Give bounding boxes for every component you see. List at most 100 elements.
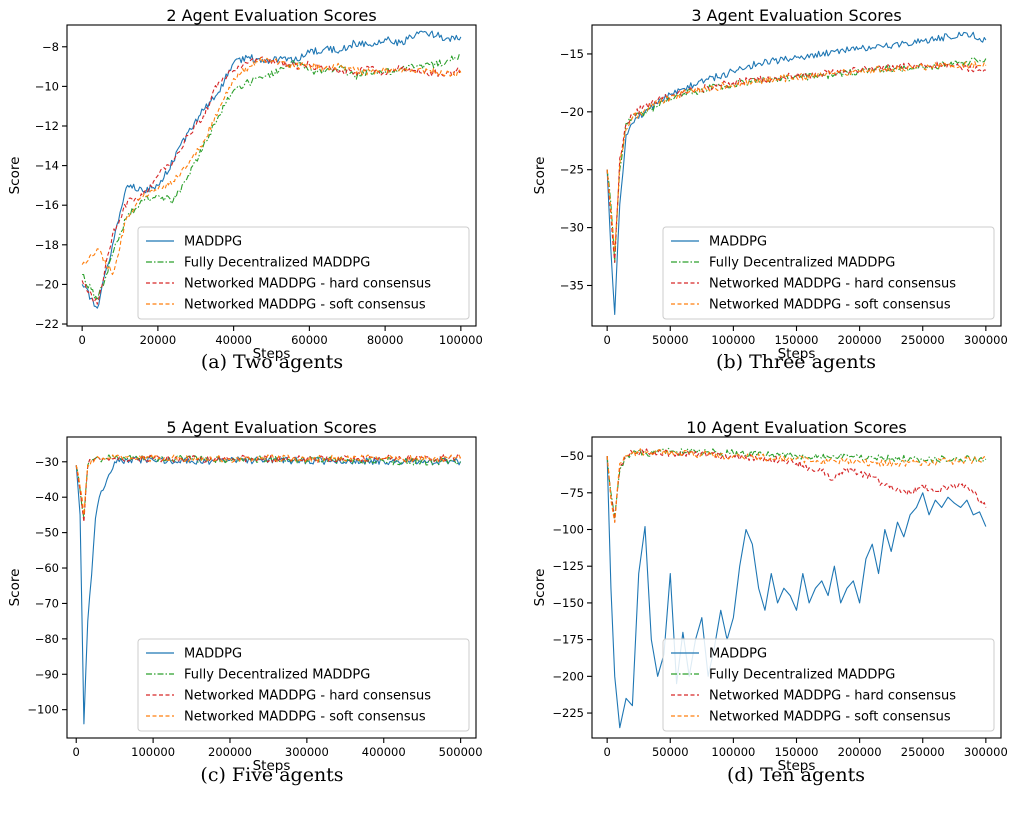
y-tick-label: −30 <box>35 455 59 469</box>
x-tick-label: 250000 <box>901 333 945 347</box>
y-tick-label: −12 <box>35 119 59 133</box>
y-tick-label: −60 <box>35 561 59 575</box>
legend-entry-label: Fully Decentralized MADDPG <box>709 256 895 271</box>
x-tick-label: 250000 <box>901 745 945 759</box>
axes-frame <box>66 24 477 327</box>
x-tick-label: 400000 <box>362 745 406 759</box>
x-tick-label: 100000 <box>131 745 175 759</box>
y-axis-label: Score <box>532 569 548 607</box>
legend-entry-label: Networked MADDPG - soft consensus <box>709 298 951 313</box>
subfigure-caption: (b) Three agents <box>716 351 876 373</box>
y-tick-label: −70 <box>35 596 59 610</box>
series-line-networked-maddpg-soft-consensus <box>75 454 462 516</box>
legend-entry-label: MADDPG <box>184 235 242 250</box>
series-line-fully-decentralized-maddpg <box>606 56 987 263</box>
legend-entry-label: MADDPG <box>184 647 242 662</box>
legend-entry-label: MADDPG <box>709 647 767 662</box>
x-tick-label: 100000 <box>711 745 755 759</box>
series-line-fully-decentralized-maddpg <box>82 53 462 301</box>
x-tick-label: 20000 <box>140 333 177 347</box>
x-tick-label: 300000 <box>964 745 1008 759</box>
x-tick-label: 150000 <box>775 333 819 347</box>
x-tick-label: 150000 <box>775 745 819 759</box>
x-tick-label: 300000 <box>285 745 329 759</box>
y-tick-label: −14 <box>35 159 59 173</box>
x-tick-label: 200000 <box>838 745 882 759</box>
y-tick-label: −90 <box>35 667 59 681</box>
series-line-networked-maddpg-soft-consensus <box>606 61 987 252</box>
y-axis-label: Score <box>532 157 548 195</box>
subfigure-caption: (c) Five agents <box>200 764 343 786</box>
y-tick-label: −25 <box>560 163 584 177</box>
legend: MADDPG Fully Decentralized MADDPG Networke… <box>662 638 995 732</box>
chart-title: 10 Agent Evaluation Scores <box>686 418 907 437</box>
x-tick-label: 200000 <box>838 333 882 347</box>
y-tick-label: −20 <box>560 105 584 119</box>
x-axis-label: Steps <box>778 758 816 774</box>
series-line-networked-maddpg-hard-consensus <box>81 56 462 305</box>
series-lines <box>75 454 462 725</box>
legend-entry-label: Networked MADDPG - soft consensus <box>184 710 426 725</box>
x-tick-label: 40000 <box>215 333 252 347</box>
series-line-networked-maddpg-hard-consensus <box>75 454 461 523</box>
chart-title: 3 Agent Evaluation Scores <box>691 6 901 25</box>
series-lines <box>606 447 987 729</box>
y-tick-label: −225 <box>552 706 584 720</box>
axes-frame <box>66 436 477 739</box>
legend: MADDPG Fully Decentralized MADDPG Networke… <box>137 226 470 320</box>
x-axis-label: Steps <box>778 346 816 362</box>
x-tick-label: 200000 <box>208 745 252 759</box>
subfigure-caption: (d) Ten agents <box>727 764 865 786</box>
y-tick-label: −175 <box>552 633 584 647</box>
y-tick-label: −50 <box>35 526 59 540</box>
x-tick-label: 50000 <box>652 745 689 759</box>
y-tick-label: −20 <box>35 277 59 291</box>
y-tick-label: −200 <box>552 669 584 683</box>
legend-entry-label: Networked MADDPG - hard consensus <box>184 689 431 704</box>
y-tick-label: −35 <box>560 278 584 292</box>
legend-box <box>137 226 470 320</box>
x-tick-label: 0 <box>73 745 80 759</box>
legend-entry-label: Fully Decentralized MADDPG <box>184 668 370 683</box>
y-tick-label: −125 <box>552 559 584 573</box>
series-line-maddpg <box>606 31 987 315</box>
legend: MADDPG Fully Decentralized MADDPG Networke… <box>662 226 995 320</box>
x-axis-label: Steps <box>253 346 291 362</box>
series-lines <box>606 31 987 315</box>
x-tick-label: 60000 <box>291 333 328 347</box>
series-line-networked-maddpg-soft-consensus <box>81 56 462 276</box>
y-axis-label: Score <box>7 157 23 195</box>
legend-box <box>662 638 995 732</box>
x-tick-label: 50000 <box>652 333 689 347</box>
legend-entry-label: MADDPG <box>709 235 767 250</box>
subfigure-caption: (a) Two agents <box>201 351 343 373</box>
x-tick-label: 80000 <box>367 333 404 347</box>
legend-entry-label: Networked MADDPG - soft consensus <box>709 710 951 725</box>
legend-entry-label: Networked MADDPG - soft consensus <box>184 298 426 313</box>
series-line-networked-maddpg-soft-consensus <box>606 448 987 523</box>
y-tick-label: −150 <box>552 596 584 610</box>
series-line-networked-maddpg-hard-consensus <box>606 448 987 523</box>
chart-panel-1: 0 20000 40000 60000 80000 100000 −22 −20 −18 −16 −… <box>7 6 483 373</box>
chart-panel-4: 0 50000 100000 150000 200000 250000 300000 −225… <box>532 418 1008 786</box>
chart-title: 2 Agent Evaluation Scores <box>166 6 376 25</box>
y-tick-label: −30 <box>560 221 584 235</box>
series-line-maddpg <box>606 456 987 729</box>
chart-title: 5 Agent Evaluation Scores <box>166 418 376 437</box>
x-tick-label: 300000 <box>964 333 1008 347</box>
y-tick-label: −8 <box>42 40 59 54</box>
y-tick-label: −80 <box>35 632 59 646</box>
y-tick-label: −18 <box>35 238 59 252</box>
y-tick-label: −15 <box>560 47 584 61</box>
y-tick-label: −40 <box>35 490 59 504</box>
y-axis-label: Score <box>7 569 23 607</box>
legend-box <box>662 226 995 320</box>
chart-panel-3: 0 100000 200000 300000 400000 500000 −100 −90 −8… <box>7 418 483 786</box>
x-tick-label: 500000 <box>439 745 483 759</box>
y-tick-label: −22 <box>35 317 59 331</box>
y-tick-label: −50 <box>560 449 584 463</box>
x-tick-label: 0 <box>603 333 610 347</box>
y-tick-label: −10 <box>35 79 59 93</box>
legend-entry-label: Networked MADDPG - hard consensus <box>709 689 956 704</box>
